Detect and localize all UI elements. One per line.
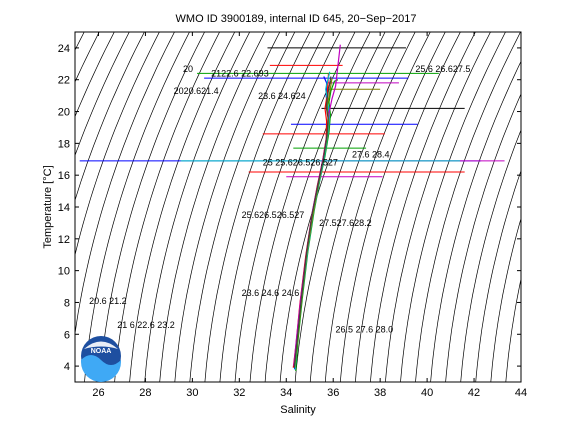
x-tick-label: 42 [468, 387, 480, 399]
y-tick-label: 4 [64, 361, 70, 373]
isopycnal-label: 21 6 22.6 23.2 [117, 320, 175, 330]
isopycnal-line [75, 32, 115, 118]
isopycnal-line [460, 129, 521, 382]
isopycnal-line [490, 217, 521, 382]
isopycnal-label: 20.6 21.2 [89, 296, 127, 306]
y-tick-label: 16 [58, 170, 70, 182]
y-tick-label: 6 [64, 329, 70, 341]
isopycnal-label: 27.527.628.2 [319, 218, 372, 228]
isopycnal-line [174, 32, 281, 382]
y-axis-label: Temperature [°C] [42, 165, 54, 248]
noaa-logo: NOAA [81, 336, 121, 382]
x-tick-label: 36 [327, 387, 339, 399]
isopycnal-line [144, 32, 251, 382]
isopycnal-line [189, 32, 296, 382]
isopycnal-line [75, 32, 175, 336]
isopycnal-labels: 20 2020.621.4 2122.6 22.693 23.6 24.624 25.6… [89, 64, 470, 335]
isopycnal-label: 27.6 28.4 [352, 150, 390, 160]
isopycnal-line [505, 277, 521, 382]
profile-series [292, 44, 341, 371]
isopycnal-line [430, 60, 521, 382]
isopycnal-label: 23.6 24.624 [258, 91, 306, 101]
isopycnal-line [234, 32, 341, 382]
noaa-logo-text: NOAA [91, 348, 112, 355]
isopycnal-label: 2020.621.4 [174, 86, 219, 96]
isopycnal-line [84, 32, 190, 382]
isopycnal-line [75, 32, 130, 157]
isopycnal-line [294, 32, 401, 382]
isopycnal-label: 25.626.526.527 [242, 210, 305, 220]
isopycnal-label: 25.6 26.627.5 [415, 64, 470, 74]
y-tick-label: 8 [64, 297, 70, 309]
y-tick-label: 14 [58, 202, 70, 214]
isopycnal-line [445, 93, 521, 382]
x-tick-label: 38 [374, 387, 386, 399]
x-tick-label: 40 [421, 387, 433, 399]
y-tick-label: 10 [58, 266, 70, 278]
isopycnal-label: 26.5 27.6 28.0 [336, 325, 394, 335]
isopycnal-line [75, 32, 160, 257]
x-tick-label: 28 [139, 387, 151, 399]
isopycnal-line [415, 32, 521, 382]
isopycnal-label: 25 25.626.526.527 [263, 158, 338, 168]
isopycnal-line [385, 32, 491, 382]
x-axis-label: Salinity [280, 404, 316, 416]
isopycnal-line [475, 169, 521, 382]
y-tick-label: 22 [58, 75, 70, 87]
isopycnal-line [75, 32, 145, 202]
y-tick-label: 20 [58, 107, 70, 119]
isopycnal-line [114, 32, 220, 382]
isopycnal-line [324, 32, 431, 382]
isopycnal-line [219, 32, 326, 382]
isopycnal-line [400, 32, 506, 382]
horizontal-segments [79, 47, 505, 178]
x-tick-label: 34 [280, 387, 292, 399]
x-tick-label: 32 [233, 387, 245, 399]
isopycnal-line [370, 32, 476, 382]
isopycnal-line [99, 32, 205, 382]
isopycnal-line [355, 32, 461, 382]
y-tick-label: 12 [58, 234, 70, 246]
isopycnal-line [129, 32, 236, 382]
isopycnal-line [339, 32, 446, 382]
isopycnal-line [309, 32, 416, 382]
x-tick-label: 30 [186, 387, 198, 399]
chart-title: WMO ID 3900189, internal ID 645, 20−Sep−… [176, 13, 417, 25]
isopycnal-label: 2122.6 22.693 [211, 69, 269, 79]
isopycnal-line [159, 32, 266, 382]
x-tick-label: 44 [515, 387, 527, 399]
x-tick-label: 26 [92, 387, 104, 399]
profile-line [293, 76, 332, 368]
isopycnal-label: 20 [183, 64, 193, 74]
y-tick-label: 18 [58, 138, 70, 150]
isopycnal-line [204, 32, 311, 382]
y-tick-label: 24 [58, 43, 70, 55]
isopycnal-label: 23.6 24.6 24.6 [242, 288, 300, 298]
isopycnal-line [264, 32, 371, 382]
